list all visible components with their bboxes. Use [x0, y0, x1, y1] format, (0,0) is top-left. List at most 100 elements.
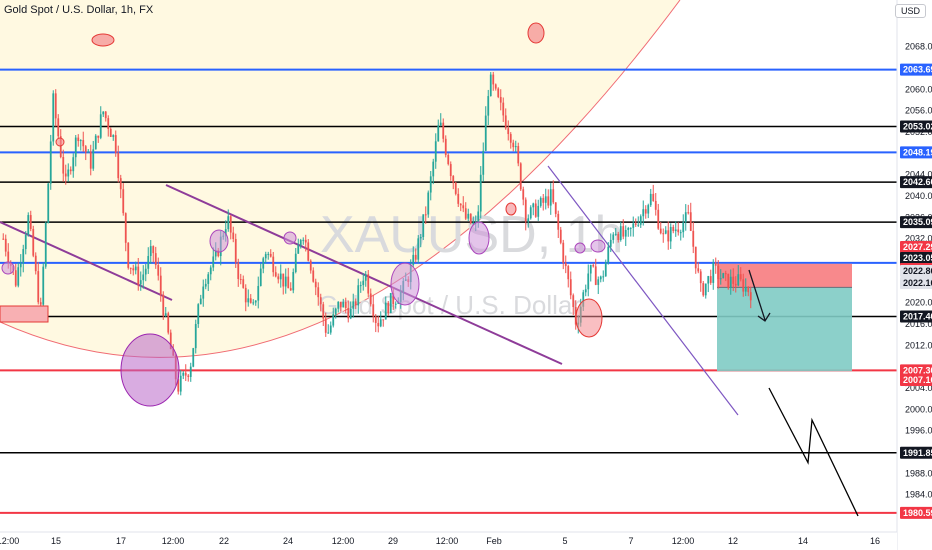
candle-body[interactable] — [312, 270, 315, 282]
candle-body[interactable] — [179, 375, 182, 392]
candle-body[interactable] — [744, 286, 747, 292]
candle-body[interactable] — [534, 203, 537, 217]
candle-body[interactable] — [694, 246, 697, 269]
candle-body[interactable] — [664, 230, 667, 234]
candle-body[interactable] — [679, 232, 682, 234]
candle-body[interactable] — [324, 318, 327, 333]
candle-body[interactable] — [314, 281, 317, 288]
price-tag[interactable]: 2022.16 — [903, 278, 932, 288]
candle-body[interactable] — [274, 272, 277, 277]
candle-body[interactable] — [637, 224, 640, 226]
candle-body[interactable] — [737, 274, 740, 286]
candle-body[interactable] — [39, 302, 42, 305]
candle-body[interactable] — [129, 267, 132, 269]
candle-body[interactable] — [204, 283, 207, 287]
candle-body[interactable] — [329, 325, 332, 333]
level-price-tag[interactable]: 2048.19 — [903, 147, 932, 157]
candle-body[interactable] — [617, 233, 620, 240]
candle-body[interactable] — [719, 278, 722, 280]
candle-body[interactable] — [427, 192, 430, 215]
candle-body[interactable] — [207, 274, 210, 284]
candle-body[interactable] — [689, 212, 692, 231]
candle-body[interactable] — [287, 276, 290, 289]
candle-body[interactable] — [107, 118, 110, 129]
candle-body[interactable] — [69, 169, 72, 172]
candle-body[interactable] — [739, 274, 742, 280]
candle-body[interactable] — [652, 193, 655, 201]
candle-body[interactable] — [57, 118, 60, 137]
candle-body[interactable] — [649, 193, 652, 206]
candle-body[interactable] — [317, 287, 320, 298]
currency-button[interactable]: USD — [894, 4, 926, 18]
candle-body[interactable] — [84, 146, 87, 153]
candle-body[interactable] — [502, 102, 505, 116]
candle-body[interactable] — [352, 301, 355, 309]
candle-body[interactable] — [699, 271, 702, 284]
candle-body[interactable] — [614, 233, 617, 235]
candle-body[interactable] — [494, 84, 497, 89]
candle-body[interactable] — [484, 115, 487, 151]
candles[interactable] — [2, 71, 752, 396]
candle-body[interactable] — [747, 286, 750, 293]
candle-body[interactable] — [704, 283, 707, 296]
candle-body[interactable] — [189, 366, 192, 377]
candle-body[interactable] — [97, 135, 100, 138]
candle-body[interactable] — [419, 236, 422, 239]
highlight-rect[interactable] — [0, 305, 49, 323]
candle-body[interactable] — [359, 285, 362, 287]
candle-body[interactable] — [387, 302, 390, 313]
candle-body[interactable] — [472, 222, 475, 224]
candle-body[interactable] — [327, 332, 330, 334]
candle-body[interactable] — [629, 227, 632, 229]
candle-body[interactable] — [127, 242, 130, 268]
candle-body[interactable] — [519, 163, 522, 190]
candle-body[interactable] — [347, 307, 350, 319]
candle-body[interactable] — [277, 276, 280, 280]
candle-body[interactable] — [362, 280, 365, 286]
candle-body[interactable] — [492, 74, 495, 85]
candle-body[interactable] — [622, 226, 625, 237]
candle-body[interactable] — [199, 298, 202, 305]
candle-body[interactable] — [619, 226, 622, 240]
candle-body[interactable] — [437, 125, 440, 142]
trend-line-middle[interactable] — [165, 184, 563, 365]
candle-body[interactable] — [522, 189, 525, 200]
candle-body[interactable] — [482, 150, 485, 175]
candle-body[interactable] — [92, 149, 95, 169]
candle-body[interactable] — [302, 239, 305, 241]
candle-body[interactable] — [254, 300, 257, 303]
candle-body[interactable] — [234, 238, 237, 263]
candle-body[interactable] — [369, 293, 372, 305]
candle-body[interactable] — [527, 218, 530, 222]
candle-body[interactable] — [677, 229, 680, 233]
highlight-ellipses[interactable] — [0, 22, 606, 407]
candle-body[interactable] — [344, 301, 347, 308]
level-price-tag[interactable]: 2017.40 — [903, 312, 932, 322]
highlight-ellipse[interactable] — [120, 333, 180, 407]
candle-body[interactable] — [22, 249, 25, 264]
candle-body[interactable] — [364, 274, 367, 281]
candle-body[interactable] — [459, 203, 462, 206]
highlight-ellipse[interactable] — [209, 229, 229, 253]
candle-body[interactable] — [119, 178, 122, 190]
candle-body[interactable] — [269, 253, 272, 257]
candle-body[interactable] — [639, 216, 642, 225]
candle-body[interactable] — [112, 135, 115, 137]
candle-body[interactable] — [729, 276, 732, 289]
candle-body[interactable] — [709, 276, 712, 283]
candle-body[interactable] — [319, 297, 322, 305]
candle-body[interactable] — [34, 255, 37, 272]
down-arrow-icon[interactable] — [748, 269, 771, 322]
candle-body[interactable] — [147, 255, 150, 269]
candle-body[interactable] — [239, 278, 242, 280]
candle-body[interactable] — [394, 303, 397, 305]
candle-body[interactable] — [104, 111, 107, 119]
candle-body[interactable] — [27, 215, 30, 236]
candle-body[interactable] — [272, 256, 275, 273]
candle-body[interactable] — [297, 245, 300, 254]
candle-body[interactable] — [309, 260, 312, 271]
candle-body[interactable] — [489, 74, 492, 97]
candle-body[interactable] — [517, 146, 520, 164]
candle-body[interactable] — [669, 226, 672, 242]
